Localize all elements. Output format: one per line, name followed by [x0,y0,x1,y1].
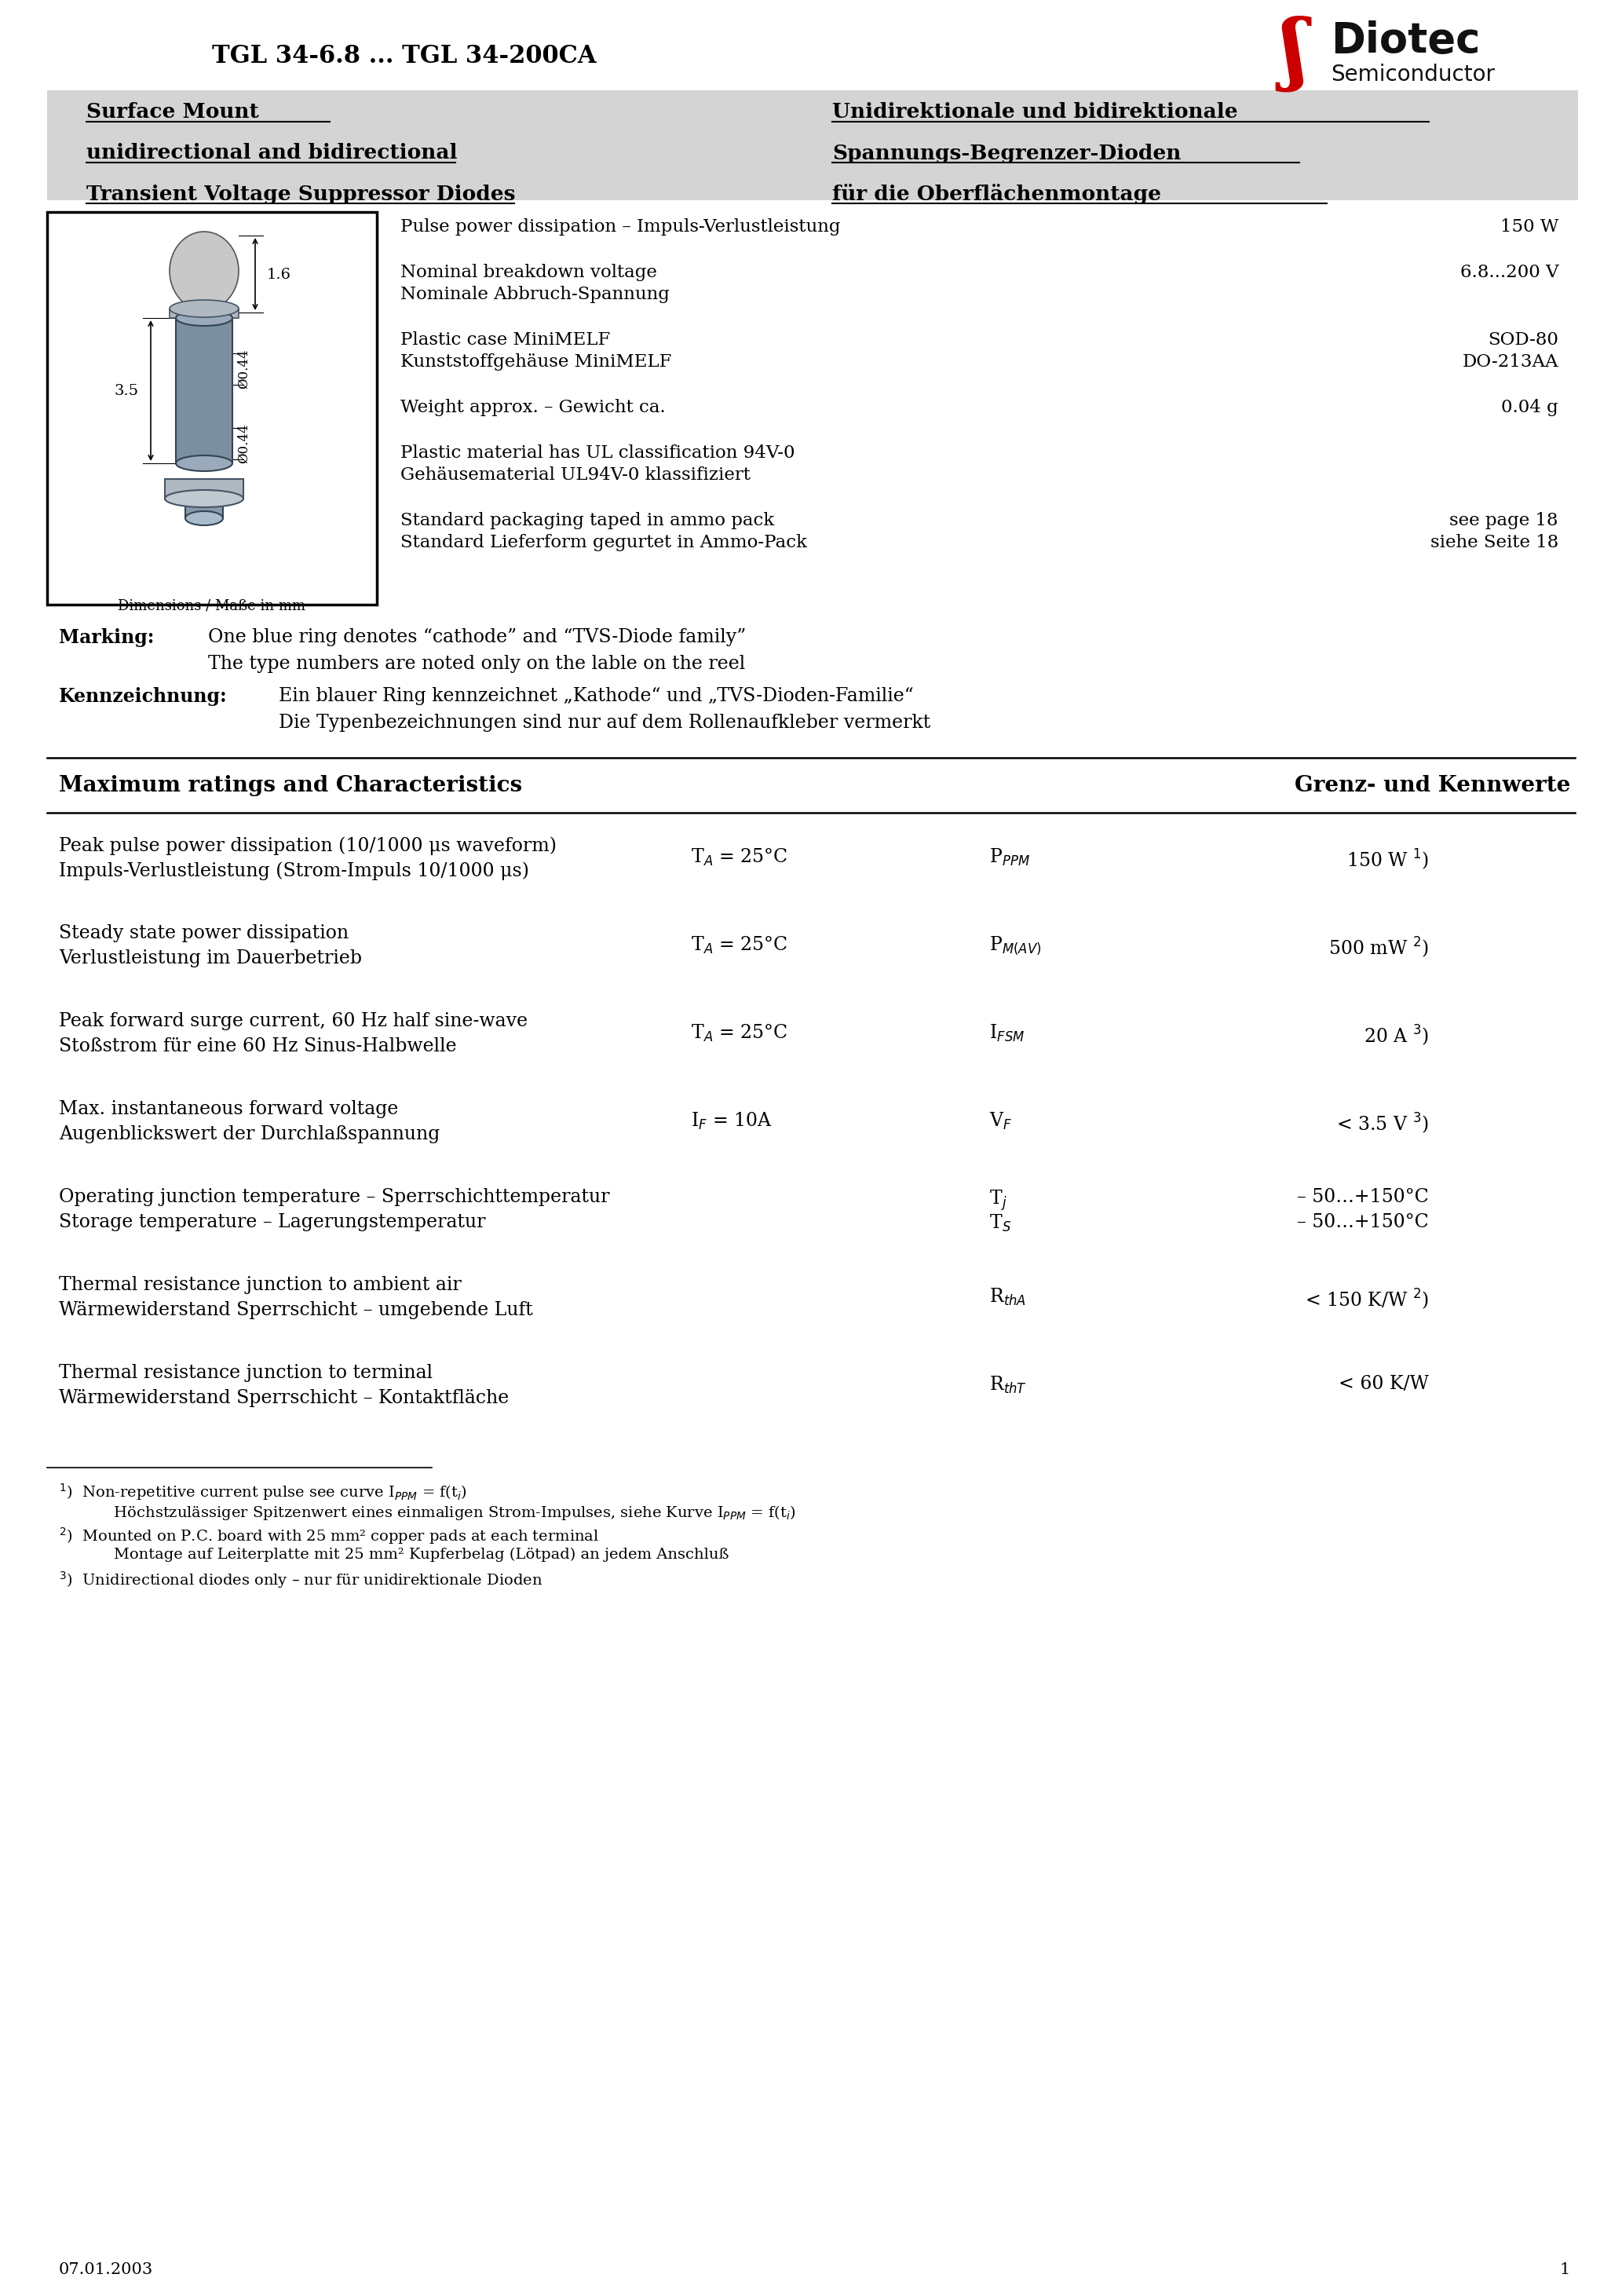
Ellipse shape [185,512,222,526]
Text: Plastic material has UL classification 94V-0: Plastic material has UL classification 9… [401,445,795,461]
Text: 6.8...200 V: 6.8...200 V [1460,264,1559,280]
Text: Surface Mount: Surface Mount [86,103,260,122]
Text: I$_{F}$ = 10A: I$_{F}$ = 10A [691,1111,772,1132]
Text: R$_{thT}$: R$_{thT}$ [989,1375,1027,1396]
Text: Wärmewiderstand Sperrschicht – umgebende Luft: Wärmewiderstand Sperrschicht – umgebende… [58,1302,534,1320]
Text: Ø0.44: Ø0.44 [237,425,250,464]
Text: 3.5: 3.5 [115,383,139,397]
Text: P$_{M(AV)}$: P$_{M(AV)}$ [989,934,1041,957]
Text: Weight approx. – Gewicht ca.: Weight approx. – Gewicht ca. [401,400,665,416]
Text: Standard packaging taped in ammo pack: Standard packaging taped in ammo pack [401,512,774,530]
Text: Impuls-Verlustleistung (Strom-Impuls 10/1000 μs): Impuls-Verlustleistung (Strom-Impuls 10/… [58,861,529,879]
Text: Die Typenbezeichnungen sind nur auf dem Rollenaufkleber vermerkt: Die Typenbezeichnungen sind nur auf dem … [279,714,931,732]
Text: – 50…+150°C: – 50…+150°C [1298,1212,1429,1231]
Text: Storage temperature – Lagerungstemperatur: Storage temperature – Lagerungstemperatu… [58,1212,485,1231]
Ellipse shape [170,301,238,317]
Ellipse shape [175,455,232,471]
Text: $^{1}$)  Non-repetitive current pulse see curve I$_{PPM}$ = f(t$_{i}$): $^{1}$) Non-repetitive current pulse see… [58,1481,467,1502]
Text: TGL 34-6.8 ... TGL 34-200CA: TGL 34-6.8 ... TGL 34-200CA [212,44,597,69]
Text: 1: 1 [1560,2262,1570,2278]
Text: Maximum ratings and Characteristics: Maximum ratings and Characteristics [58,776,522,797]
Text: Augenblickswert der Durchlaßspannung: Augenblickswert der Durchlaßspannung [58,1125,440,1143]
Text: 500 mW $^{2}$): 500 mW $^{2}$) [1328,934,1429,960]
Text: Nominal breakdown voltage: Nominal breakdown voltage [401,264,657,280]
Text: 20 A $^{3}$): 20 A $^{3}$) [1364,1024,1429,1047]
Text: Spannungs-Begrenzer-Dioden: Spannungs-Begrenzer-Dioden [832,142,1181,163]
Text: One blue ring denotes “cathode” and “TVS-Diode family”: One blue ring denotes “cathode” and “TVS… [208,629,746,645]
Text: Ein blauer Ring kennzeichnet „Kathode“ und „TVS-Dioden-Familie“: Ein blauer Ring kennzeichnet „Kathode“ u… [279,687,913,705]
Text: T$_S$: T$_S$ [989,1212,1011,1233]
Text: Standard Lieferform gegurtet in Ammo-Pack: Standard Lieferform gegurtet in Ammo-Pac… [401,535,808,551]
Text: Semiconductor: Semiconductor [1330,64,1495,85]
Text: Plastic case MiniMELF: Plastic case MiniMELF [401,331,610,349]
Text: 150 W: 150 W [1500,218,1559,236]
Text: V$_{F}$: V$_{F}$ [989,1111,1012,1132]
Text: Wärmewiderstand Sperrschicht – Kontaktfläche: Wärmewiderstand Sperrschicht – Kontaktfl… [58,1389,509,1407]
Text: Nominale Abbruch-Spannung: Nominale Abbruch-Spannung [401,285,670,303]
Bar [185,494,222,519]
Text: Gehäusematerial UL94V-0 klassifiziert: Gehäusematerial UL94V-0 klassifiziert [401,466,751,484]
Ellipse shape [170,232,238,310]
Text: Thermal resistance junction to ambient air: Thermal resistance junction to ambient a… [58,1277,461,1295]
Text: $^{3}$)  Unidirectional diodes only – nur für unidirektionale Dioden: $^{3}$) Unidirectional diodes only – nur… [58,1570,543,1591]
Text: Verlustleistung im Dauerbetrieb: Verlustleistung im Dauerbetrieb [58,948,362,967]
Text: Montage auf Leiterplatte mit 25 mm² Kupferbelag (Lötpad) an jedem Anschluß: Montage auf Leiterplatte mit 25 mm² Kupf… [94,1548,728,1561]
Text: Operating junction temperature – Sperrschichttemperatur: Operating junction temperature – Sperrsc… [58,1187,610,1205]
Text: $^{2}$)  Mounted on P.C. board with 25 mm² copper pads at each terminal: $^{2}$) Mounted on P.C. board with 25 mm… [58,1527,599,1545]
Bar [175,319,232,464]
Text: DO-213AA: DO-213AA [1463,354,1559,370]
Ellipse shape [175,310,232,326]
Bar [47,211,376,604]
Text: ʃ: ʃ [1281,16,1307,92]
Text: 1.6: 1.6 [268,269,292,282]
Text: Marking:: Marking: [58,629,154,647]
Text: Thermal resistance junction to terminal: Thermal resistance junction to terminal [58,1364,433,1382]
Text: Unidirektionale und bidirektionale: Unidirektionale und bidirektionale [832,103,1238,122]
Text: Max. instantaneous forward voltage: Max. instantaneous forward voltage [58,1100,399,1118]
Text: 0.04 g: 0.04 g [1502,400,1559,416]
Text: Diotec: Diotec [1330,21,1481,62]
Text: Transient Voltage Suppressor Diodes: Transient Voltage Suppressor Diodes [86,184,516,204]
Text: T$_{A}$ = 25°C: T$_{A}$ = 25°C [691,934,788,955]
Text: < 3.5 V $^{3}$): < 3.5 V $^{3}$) [1337,1111,1429,1134]
Text: The type numbers are noted only on the lable on the reel: The type numbers are noted only on the l… [208,654,744,673]
Text: Dimensions / Maße in mm: Dimensions / Maße in mm [118,599,307,613]
Text: T$_{A}$ = 25°C: T$_{A}$ = 25°C [691,847,788,868]
Bar [47,90,1578,200]
Text: T$_{A}$ = 25°C: T$_{A}$ = 25°C [691,1024,788,1045]
Ellipse shape [165,489,243,507]
Text: – 50…+150°C: – 50…+150°C [1298,1187,1429,1205]
Text: Steady state power dissipation: Steady state power dissipation [58,925,349,941]
Text: < 60 K/W: < 60 K/W [1338,1375,1429,1394]
Text: < 150 K/W $^{2}$): < 150 K/W $^{2}$) [1304,1288,1429,1311]
Text: Höchstzulässiger Spitzenwert eines einmaligen Strom-Impulses, siehe Kurve I$_{PP: Höchstzulässiger Spitzenwert eines einma… [94,1504,796,1522]
Text: Peak pulse power dissipation (10/1000 μs waveform): Peak pulse power dissipation (10/1000 μs… [58,836,556,854]
Text: 150 W $^{1}$): 150 W $^{1}$) [1346,847,1429,872]
Text: I$_{FSM}$: I$_{FSM}$ [989,1024,1025,1045]
Text: P$_{PPM}$: P$_{PPM}$ [989,847,1030,868]
Text: Peak forward surge current, 60 Hz half sine-wave: Peak forward surge current, 60 Hz half s… [58,1013,527,1031]
Text: T$_j$: T$_j$ [989,1187,1007,1212]
Text: Grenz- und Kennwerte: Grenz- und Kennwerte [1294,776,1570,797]
Text: SOD-80: SOD-80 [1487,331,1559,349]
Text: Kunststoffgehäuse MiniMELF: Kunststoffgehäuse MiniMELF [401,354,672,370]
Text: Pulse power dissipation – Impuls-Verlustleistung: Pulse power dissipation – Impuls-Verlust… [401,218,840,236]
Text: für die Oberflächenmontage: für die Oberflächenmontage [832,184,1161,204]
Text: R$_{thA}$: R$_{thA}$ [989,1288,1027,1306]
Text: Kennzeichnung:: Kennzeichnung: [58,687,227,705]
Bar [165,480,243,498]
Text: see page 18: see page 18 [1450,512,1559,530]
Text: Stoßstrom für eine 60 Hz Sinus-Halbwelle: Stoßstrom für eine 60 Hz Sinus-Halbwelle [58,1038,457,1056]
Text: 07.01.2003: 07.01.2003 [58,2262,154,2278]
Text: Ø0.44: Ø0.44 [237,349,250,388]
Text: siehe Seite 18: siehe Seite 18 [1431,535,1559,551]
Text: unidirectional and bidirectional: unidirectional and bidirectional [86,142,457,163]
Bar [170,308,238,319]
